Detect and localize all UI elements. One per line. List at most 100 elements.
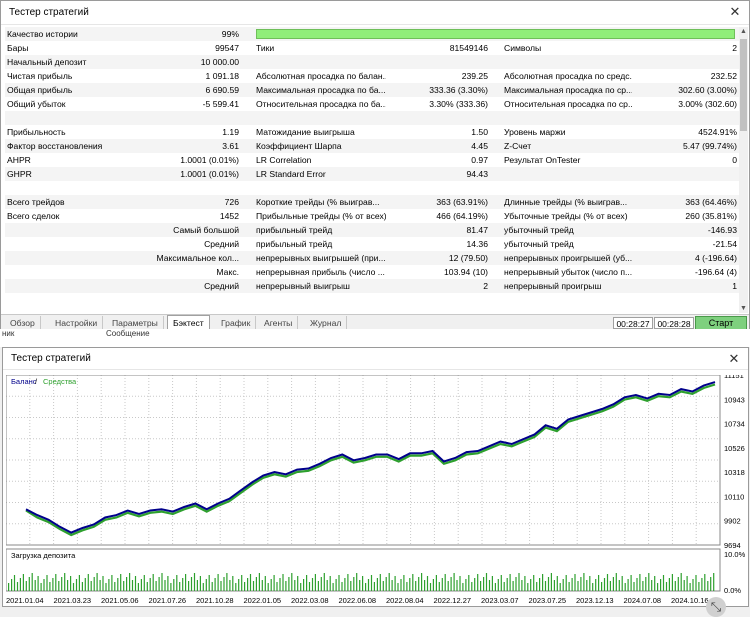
deposit-load-bar	[627, 579, 629, 591]
deposit-load-bar	[648, 573, 650, 591]
tab-backtest[interactable]: Бэктест	[167, 315, 210, 331]
deposit-load-bar	[695, 575, 697, 591]
stat-value: 0	[732, 155, 737, 165]
stat-label: Результат OnTester	[504, 155, 581, 165]
vertical-scrollbar[interactable]: ▲ ▼	[739, 27, 748, 313]
deposit-load-bar	[456, 580, 458, 591]
scroll-down-icon[interactable]: ▼	[740, 305, 747, 312]
deposit-load-bar	[459, 576, 461, 591]
stat-label: LR Correlation	[256, 155, 312, 165]
deposit-load-bar	[279, 578, 281, 591]
tab-agents[interactable]: Агенты	[259, 316, 299, 330]
stat-value: 99%	[221, 29, 239, 39]
balance-chart[interactable]: Баланс / Средства 11151 10943 10734 10526 10…	[6, 375, 750, 617]
report-row	[5, 181, 740, 195]
deposit-load-bar	[689, 583, 691, 591]
deposit-load-bar	[67, 580, 69, 591]
report-row: Общий убыток -5 599.41 Относительная проса…	[5, 97, 740, 111]
total-time: 00:28:28	[654, 317, 694, 329]
deposit-load-bar	[409, 578, 411, 591]
deposit-load-bar	[609, 581, 611, 591]
x-tick-label: 2021.01.04	[6, 596, 44, 605]
deposit-load-bar	[589, 576, 591, 591]
report-row: Фактор восстановления 3.61 Коэффициент Шар…	[5, 139, 740, 153]
deposit-load-bar	[462, 583, 464, 591]
deposit-load-bar	[11, 579, 13, 591]
deposit-load-bar	[707, 581, 709, 591]
deposit-load-bar	[167, 576, 169, 591]
x-tick-label: 2022.08.04	[386, 596, 424, 605]
deposit-load-bar	[146, 582, 148, 591]
deposit-load-bar	[553, 580, 555, 591]
zoom-icon[interactable]: ⤡	[706, 597, 726, 617]
deposit-load-bar	[214, 578, 216, 591]
deposit-load-bar	[497, 579, 499, 591]
deposit-load-bar	[432, 579, 434, 591]
deposit-load-bar	[447, 581, 449, 591]
report-row: Общая прибыль 6 690.59 Максимальная просад…	[5, 83, 740, 97]
deposit-load-bar	[539, 578, 541, 591]
stat-label: Максимальная просадка по ср...	[504, 85, 632, 95]
deposit-load-bar	[291, 573, 293, 591]
tab-graph[interactable]: График	[216, 316, 257, 330]
report-row: Качество истории 99%	[5, 27, 740, 41]
deposit-load-bar	[223, 577, 225, 591]
deposit-load-bar	[515, 577, 517, 591]
deposit-load-bar	[665, 582, 668, 591]
start-button[interactable]: Старт	[695, 316, 747, 330]
stat-value: 10 000.00	[200, 57, 239, 67]
deposit-load-bar	[288, 577, 290, 591]
close-icon[interactable]: ✕	[729, 4, 741, 19]
tab-journal[interactable]: Журнал	[305, 316, 348, 330]
deposit-load-bar	[438, 582, 440, 591]
stat-value: 466 (64.19%)	[436, 211, 488, 221]
deposit-load-bar	[87, 574, 89, 591]
graph-title-bar[interactable]: Тестер стратегий ✕	[3, 348, 748, 370]
deposit-load-bar	[64, 573, 66, 591]
deposit-load-bar	[341, 582, 343, 591]
x-tick-label: 2023.03.07	[481, 596, 519, 605]
stat-value: 4 (-196.64)	[694, 253, 737, 263]
deposit-load-bar	[161, 573, 163, 591]
deposit-load-bar	[117, 578, 119, 591]
deposit-load-bar	[179, 582, 181, 591]
stat-label: Всего трейдов	[7, 197, 65, 207]
stat-value: 99547	[215, 43, 239, 53]
deposit-load-bar	[202, 583, 204, 591]
report-title-bar[interactable]: Тестер стратегий ✕	[1, 1, 749, 25]
tab-overview[interactable]: Обзор	[5, 316, 41, 330]
deposit-load-bar	[533, 575, 535, 591]
stat-label: Z-Счет	[504, 141, 532, 151]
stat-value: 333.36 (3.30%)	[429, 85, 488, 95]
report-row: AHPR 1.0001 (0.01%) LR Correlation 0.97 Резу…	[5, 153, 740, 167]
deposit-load-bar	[232, 576, 234, 591]
deposit-load-bar	[96, 573, 98, 591]
deposit-load-bar	[494, 583, 496, 591]
deposit-load-bar	[170, 583, 172, 591]
tab-parameters[interactable]: Параметры	[107, 316, 164, 330]
close-icon[interactable]: ✕	[728, 351, 740, 366]
x-tick-label: 2022.03.08	[291, 596, 329, 605]
deposit-load-bar	[335, 579, 337, 591]
deposit-load-bar	[660, 579, 662, 591]
stat-value: 3.61	[222, 141, 239, 151]
deposit-load-bar	[208, 575, 210, 591]
deposit-load-bar	[131, 580, 134, 591]
deposit-load-bar	[683, 580, 685, 591]
deposit-load-bar	[300, 583, 302, 591]
deposit-load-bar	[509, 574, 511, 591]
deposit-load-bar	[365, 583, 367, 591]
scrollbar-thumb[interactable]	[740, 39, 747, 131]
x-tick-label: 2021.05.06	[101, 596, 139, 605]
stat-value: 1.19	[222, 127, 239, 137]
tab-settings[interactable]: Настройки	[50, 316, 104, 330]
deposit-load-bar	[34, 580, 36, 591]
scroll-up-icon[interactable]: ▲	[740, 28, 747, 35]
stat-value: 81.47	[466, 225, 488, 235]
stat-label: Абсолютная просадка по балан...	[256, 71, 386, 81]
deposit-load-bar	[630, 575, 632, 591]
stat-label: Прибыльность	[7, 127, 66, 137]
deposit-load-bar	[606, 574, 609, 591]
stat-label: Средний	[204, 239, 239, 249]
stat-value: 726	[224, 197, 239, 207]
